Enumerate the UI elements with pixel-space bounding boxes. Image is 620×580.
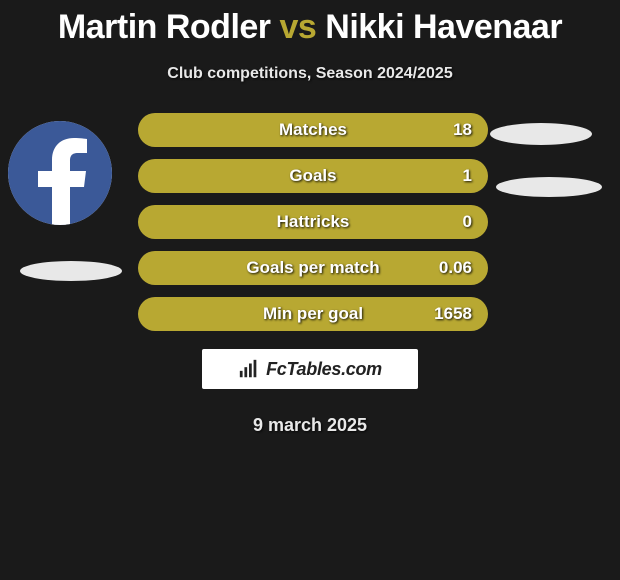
stat-row: Matches18 [138, 113, 488, 147]
brand-box: FcTables.com [202, 349, 418, 389]
bar-label: Goals per match [138, 258, 488, 278]
bar-label: Hattricks [138, 212, 488, 232]
date-label: 9 march 2025 [0, 415, 620, 436]
decorative-oval-right-2 [496, 177, 602, 197]
bar-label: Goals [138, 166, 488, 186]
bar-value: 0.06 [439, 258, 472, 278]
bar-chart-icon [238, 358, 260, 380]
vs-label: vs [279, 8, 316, 46]
bar-value: 18 [453, 120, 472, 140]
stat-row: Goals per match0.06 [138, 251, 488, 285]
stat-bars: Matches18 Goals1 Hattricks0 Goals per match… [138, 113, 488, 331]
facebook-icon [8, 121, 112, 225]
stat-row: Hattricks0 [138, 205, 488, 239]
bar-value: 1658 [434, 304, 472, 324]
player1-avatar [8, 121, 112, 225]
player2-name: Nikki Havenaar [325, 8, 562, 46]
decorative-oval-right-1 [490, 123, 592, 145]
player1-name: Martin Rodler [58, 8, 271, 46]
stat-row: Min per goal1658 [138, 297, 488, 331]
subtitle: Club competitions, Season 2024/2025 [0, 65, 620, 83]
bar-label: Matches [138, 120, 488, 140]
stat-row: Goals1 [138, 159, 488, 193]
decorative-oval-left [20, 261, 122, 281]
page-title: Martin Rodler vs Nikki Havenaar [0, 0, 620, 47]
bar-value: 1 [463, 166, 472, 186]
brand-text: FcTables.com [266, 359, 382, 380]
bar-value: 0 [463, 212, 472, 232]
stats-area: Matches18 Goals1 Hattricks0 Goals per match… [0, 113, 620, 331]
